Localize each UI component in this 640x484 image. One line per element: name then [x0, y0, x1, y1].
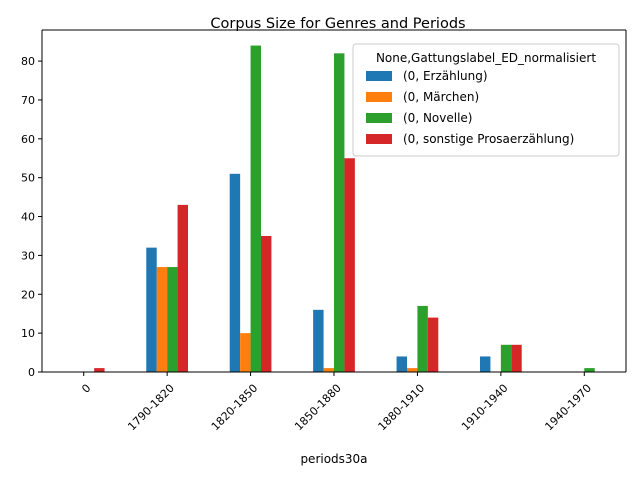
x-tick-label: 1850-1880	[292, 382, 344, 434]
bars-layer	[94, 45, 595, 373]
y-tick-label: 40	[21, 211, 35, 224]
legend-swatch	[366, 71, 392, 81]
legend-label: (0, Novelle)	[403, 111, 472, 125]
bar	[427, 317, 439, 372]
legend-label: (0, sonstige Prosaerzählung)	[403, 132, 574, 146]
chart-title: Corpus Size for Genres and Periods	[210, 16, 465, 32]
y-tick-label: 20	[21, 288, 35, 301]
legend-swatch	[366, 92, 392, 102]
legend-label: (0, Erzählung)	[403, 69, 488, 83]
legend-swatch	[366, 134, 392, 144]
bar	[323, 368, 334, 372]
y-tick-label: 50	[21, 172, 35, 185]
bar	[167, 267, 178, 372]
legend-frame	[352, 43, 620, 157]
x-axis-label: periods30a	[300, 452, 367, 466]
y-tick-label: 30	[21, 249, 35, 262]
bar	[396, 356, 407, 372]
bar	[94, 368, 105, 372]
legend-swatch	[366, 113, 392, 123]
bar	[156, 267, 168, 372]
bar	[177, 204, 188, 372]
legend-entries: (0, Erzählung) (0, Märchen) (0, Novelle) (0…	[366, 69, 574, 146]
x-tick-label: 1820-1850	[209, 382, 261, 434]
bar	[584, 368, 595, 372]
bar	[344, 158, 355, 372]
legend-title: None,Gattungslabel_ED_normalisiert	[376, 51, 596, 65]
x-tick-label: 1940-1970	[542, 382, 594, 434]
legend: None,Gattungslabel_ED_normalisiert (0, E…	[352, 43, 620, 157]
bar	[417, 305, 428, 372]
bar	[229, 173, 241, 372]
x-tick-label: 1790-1820	[125, 382, 177, 434]
y-tick-label: 80	[21, 55, 35, 68]
bar	[500, 344, 512, 372]
y-tick-label: 0	[28, 366, 35, 379]
x-tick-label: 0	[79, 382, 93, 396]
bar	[407, 368, 418, 372]
bar	[261, 235, 272, 372]
y-tick-label: 10	[21, 327, 35, 340]
bar	[480, 356, 491, 372]
bar	[313, 309, 324, 372]
x-tick-label: 1910-1940	[459, 382, 511, 434]
y-tick-label: 70	[21, 94, 35, 107]
bar	[250, 45, 261, 373]
bar	[334, 53, 345, 372]
bar	[146, 247, 157, 372]
bar	[511, 344, 522, 372]
legend-label: (0, Märchen)	[403, 90, 479, 104]
bar	[240, 333, 251, 372]
x-tick-label: 1880-1910	[376, 382, 428, 434]
y-tick-label: 60	[21, 133, 35, 146]
